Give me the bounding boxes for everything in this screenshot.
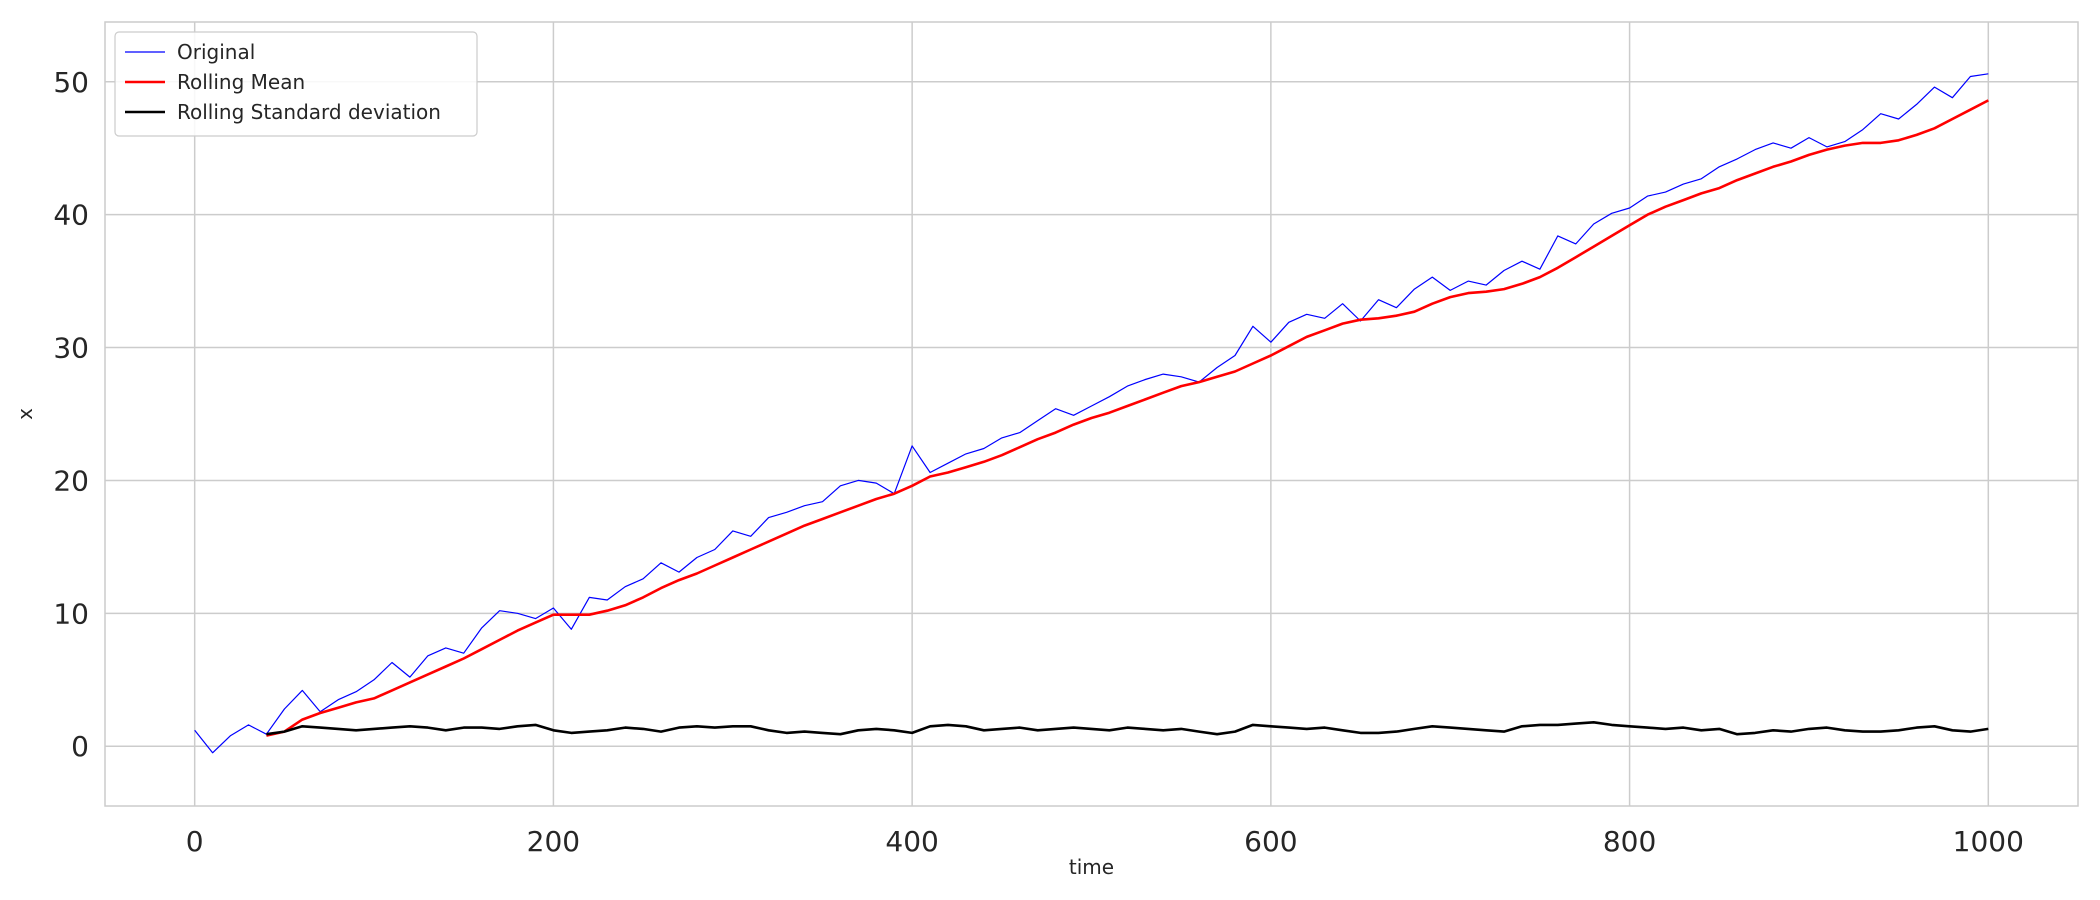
plot-area [105, 22, 2078, 806]
legend: Original Rolling Mean Rolling Standard dev… [114, 31, 478, 137]
x-tick-label: 1000 [1953, 825, 2024, 858]
y-tick-label: 50 [53, 66, 89, 99]
x-tick-label: 0 [186, 825, 204, 858]
x-tick-label: 800 [1603, 825, 1656, 858]
y-axis-label: x [13, 408, 37, 420]
y-tick-label: 40 [53, 199, 89, 232]
grid-lines [105, 22, 2078, 806]
series-line-rolling-standard-deviation [266, 720, 1989, 736]
legend-box [114, 31, 478, 137]
y-tick-label: 30 [53, 332, 89, 365]
series-lines [194, 73, 1989, 754]
tick-labels: 0 200 400 600 800 1000 0 10 20 30 40 50 [53, 66, 2024, 858]
legend-entry: Original [177, 40, 255, 64]
legend-entry: Rolling Mean [177, 70, 305, 94]
y-tick-label: 10 [53, 597, 89, 630]
x-tick-label: 200 [527, 825, 580, 858]
legend-entry: Rolling Standard deviation [177, 100, 441, 124]
x-axis-label: time [1069, 855, 1114, 879]
series-line-original [194, 73, 1989, 754]
x-tick-label: 400 [885, 825, 938, 858]
x-tick-label: 600 [1244, 825, 1297, 858]
y-tick-label: 20 [53, 464, 89, 497]
y-tick-label: 0 [71, 730, 89, 763]
series-line-rolling-mean [266, 99, 1989, 737]
plot-frame [104, 21, 2079, 807]
